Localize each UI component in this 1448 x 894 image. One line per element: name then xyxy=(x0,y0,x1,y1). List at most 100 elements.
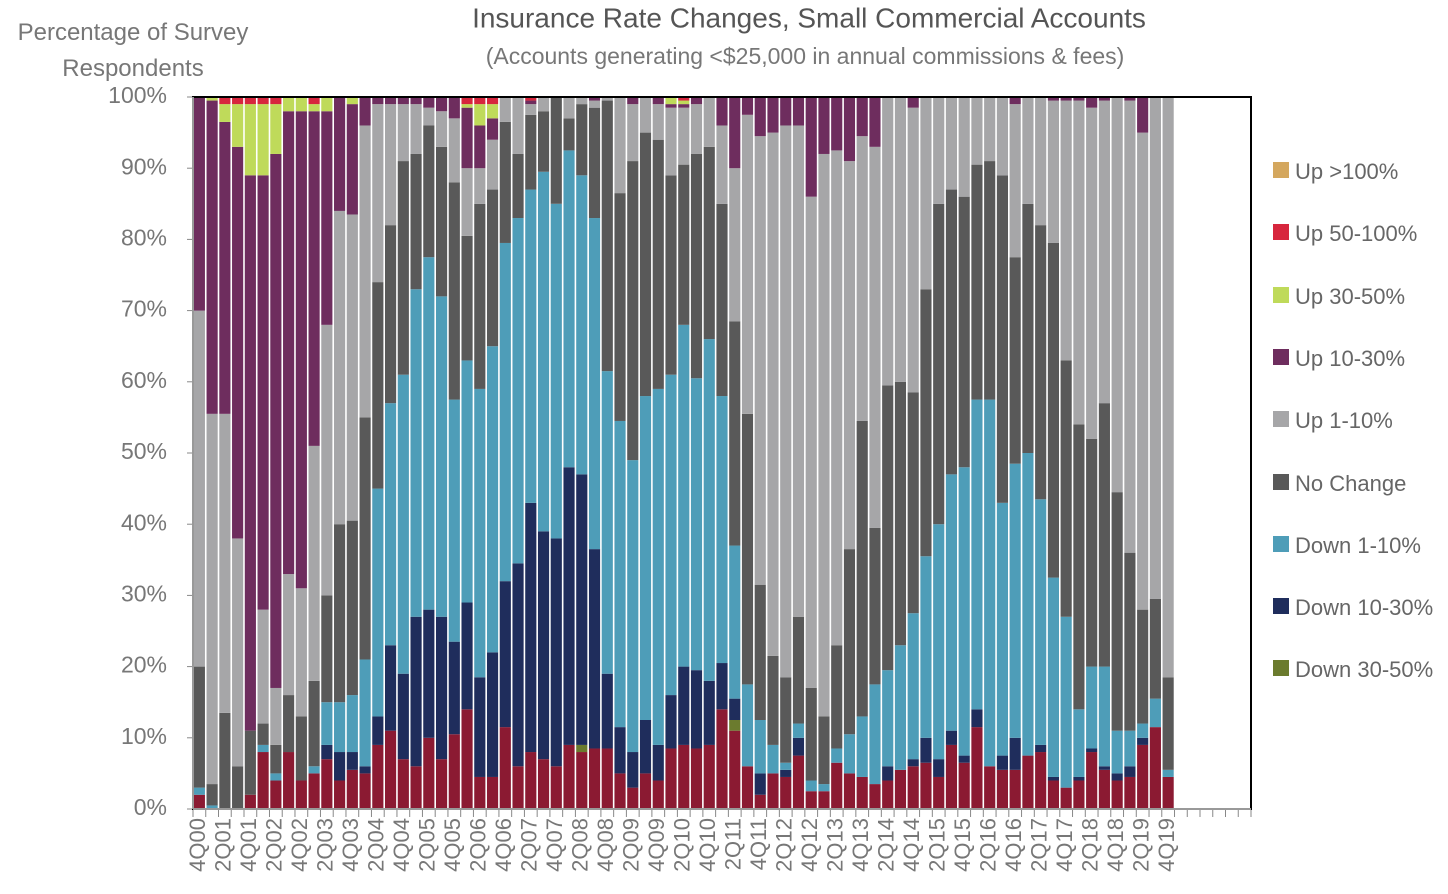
bar-segment xyxy=(499,581,511,728)
bar-segment xyxy=(678,97,690,101)
bar-segment xyxy=(665,97,677,105)
bar-segment xyxy=(1137,744,1149,809)
bar-segment xyxy=(1124,100,1136,553)
x-tick-label: 4Q18 xyxy=(1103,818,1128,872)
bar-segment xyxy=(563,744,575,809)
bar-segment xyxy=(984,97,996,162)
bar-segment xyxy=(652,97,664,105)
bar-segment xyxy=(283,574,295,696)
bar-segment xyxy=(435,759,448,809)
bar-segment xyxy=(690,97,703,105)
bar-segment xyxy=(410,97,422,105)
x-tick-label: 2Q19 xyxy=(1128,818,1153,872)
bar-segment xyxy=(435,111,448,147)
bar-segment xyxy=(423,97,435,108)
bar-segment xyxy=(678,744,690,809)
bar-segment xyxy=(907,759,919,767)
bar-segment xyxy=(678,107,690,165)
bar-segment xyxy=(359,125,371,418)
bar-segment xyxy=(1086,752,1098,809)
bar-segment xyxy=(754,584,766,720)
bar-segment xyxy=(588,748,601,809)
bar-segment xyxy=(435,146,448,297)
bar-segment xyxy=(397,759,409,809)
bar-segment xyxy=(193,310,205,667)
bar-segment xyxy=(1009,463,1021,738)
bar-segment xyxy=(920,737,932,763)
bar-segment xyxy=(257,744,269,753)
bar-segment xyxy=(805,687,817,781)
bar-segment xyxy=(525,752,537,809)
bar-segment xyxy=(601,748,613,809)
bar-segment xyxy=(563,150,575,468)
bar-segment xyxy=(474,125,486,169)
bar-segment xyxy=(869,684,881,785)
bar-segment xyxy=(996,97,1009,176)
bar-segment xyxy=(996,502,1009,756)
bar-segment xyxy=(920,762,932,809)
bar-segment xyxy=(537,171,550,532)
bar-segment xyxy=(843,773,856,809)
x-tick-label: 4Q15 xyxy=(950,818,975,872)
bar-segment xyxy=(461,235,473,361)
bar-segment xyxy=(232,97,244,105)
bar-segment xyxy=(1098,769,1110,809)
bar-segment xyxy=(843,549,856,735)
x-tick-label: 2Q13 xyxy=(823,818,848,872)
bar-segment xyxy=(244,794,256,809)
bar-segment xyxy=(474,203,486,389)
legend-item: Down 1-10% xyxy=(1273,530,1443,562)
bar-segment xyxy=(690,104,703,154)
bar-segment xyxy=(703,744,715,809)
bar-segment xyxy=(512,766,524,809)
bar-segment xyxy=(703,339,715,681)
legend-swatch xyxy=(1273,535,1289,552)
bar-segment xyxy=(716,709,728,809)
bar-segment xyxy=(831,645,843,749)
bar-segment xyxy=(1111,773,1123,781)
bar-segment xyxy=(359,97,371,126)
x-tick-label: 2Q17 xyxy=(1026,818,1051,872)
bar-segment xyxy=(1073,709,1085,777)
bar-segment xyxy=(767,97,779,133)
bar-segment xyxy=(372,282,384,489)
bar-segment xyxy=(805,196,817,688)
y-tick-label: 70% xyxy=(121,296,167,322)
bar-segment xyxy=(907,107,919,393)
bar-segment xyxy=(958,97,970,197)
bar-segment xyxy=(206,784,218,806)
bar-segment xyxy=(639,132,652,397)
y-tick-label: 80% xyxy=(121,224,167,250)
x-tick-label: 2Q09 xyxy=(619,818,644,872)
bar-segment xyxy=(1137,132,1149,610)
bar-segment xyxy=(283,695,295,753)
bar-segment xyxy=(894,769,907,809)
bar-segment xyxy=(1035,499,1047,745)
bar-segment xyxy=(257,723,269,745)
bar-segment xyxy=(1098,97,1110,101)
bar-segment xyxy=(1149,727,1161,809)
bar-segment xyxy=(308,445,320,681)
bar-segment xyxy=(576,474,588,745)
bar-segment xyxy=(754,136,766,585)
bar-segment xyxy=(716,97,728,126)
bar-segment xyxy=(652,388,664,745)
bar-segment xyxy=(193,787,205,795)
bar-segment xyxy=(321,111,333,325)
y-tick-label: 10% xyxy=(121,723,167,749)
bar-segment xyxy=(346,214,358,521)
bar-segment xyxy=(448,734,460,809)
bar-segment xyxy=(933,776,945,809)
bar-segment xyxy=(1111,492,1123,731)
bar-segment xyxy=(410,616,422,767)
bar-segment xyxy=(1047,780,1059,809)
bar-segment xyxy=(486,346,499,653)
bar-segment xyxy=(1073,780,1085,809)
bar-segment xyxy=(461,360,473,603)
bar-segment xyxy=(232,146,244,539)
bar-segment xyxy=(780,677,792,763)
bar-segment xyxy=(244,175,256,731)
bar-segment xyxy=(1086,666,1098,749)
x-tick-label: 4Q07 xyxy=(542,818,567,872)
